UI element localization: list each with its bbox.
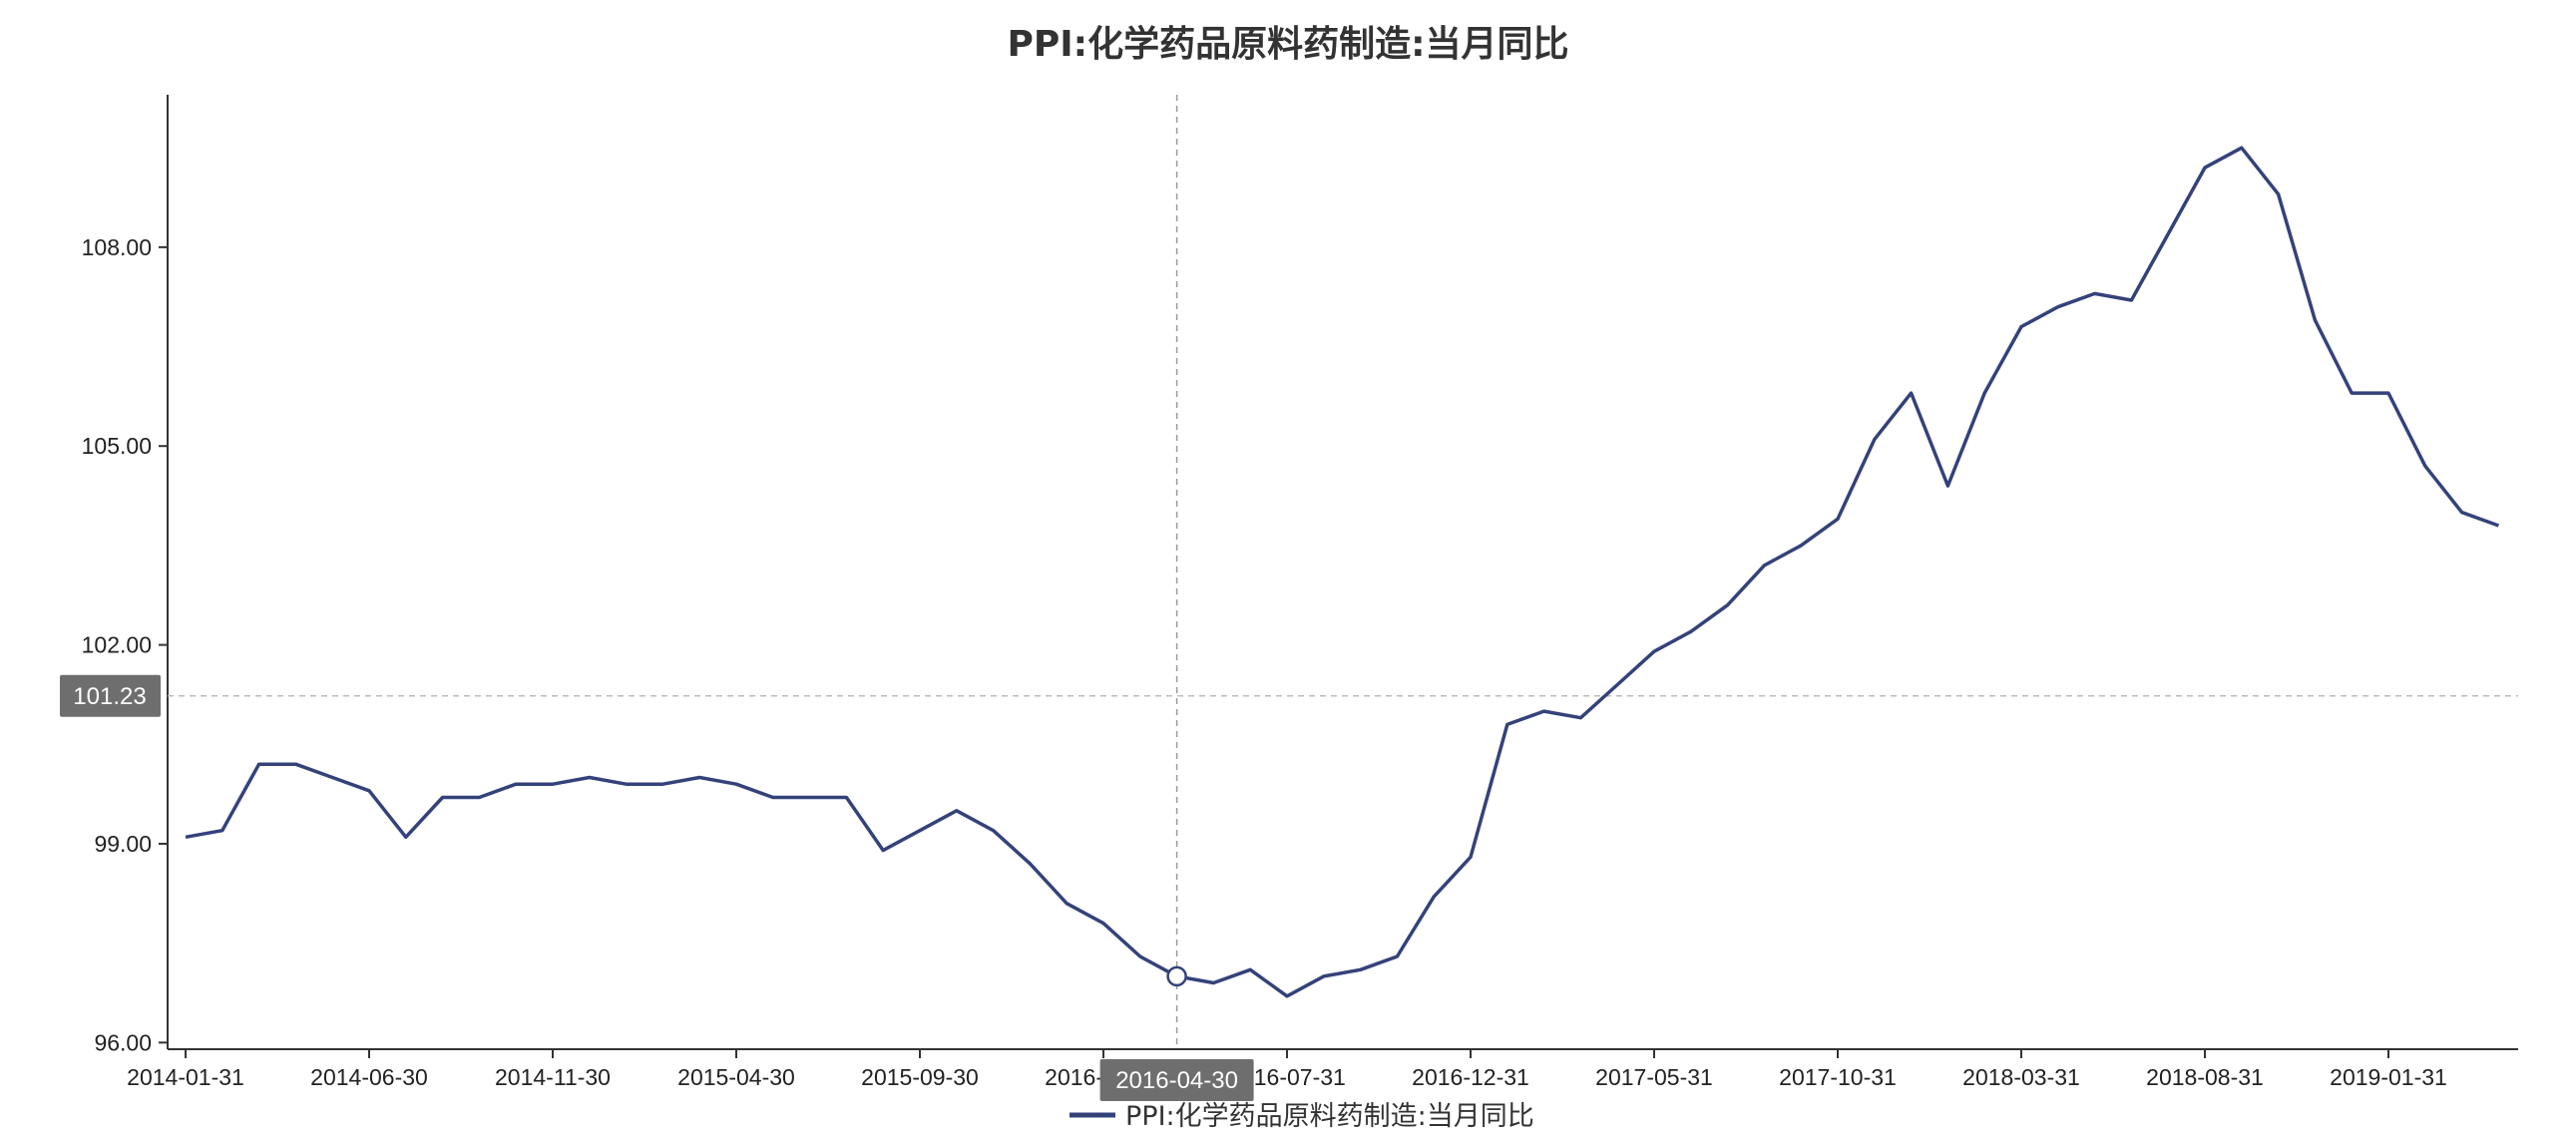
legend[interactable]: PPI:化学药品原料药制造:当月同比 <box>1070 1101 1534 1132</box>
x-tick-label: 2018-08-31 <box>2146 1064 2264 1090</box>
series-line[interactable] <box>185 146 2499 998</box>
y-tick-label: 96.00 <box>94 1029 152 1055</box>
x-tick-label: 2017-05-31 <box>1595 1064 1713 1090</box>
y-tick-label: 108.00 <box>82 234 152 260</box>
crosshair-lines <box>168 95 2518 1049</box>
x-tick-label: 2014-01-31 <box>127 1064 244 1090</box>
x-tick-label: 2017-10-31 <box>1779 1064 1897 1090</box>
chart-title: PPI:化学药品原料药制造:当月同比 <box>1008 23 1569 65</box>
legend-label: PPI:化学药品原料药制造:当月同比 <box>1125 1101 1534 1132</box>
x-tick-label: 2018-03-31 <box>1962 1064 2080 1090</box>
x-tick-label: 2014-06-30 <box>310 1064 428 1090</box>
axes: 96.00 99.00 102.00 105.00 108.00 2014-01-31 20… <box>82 95 2518 1090</box>
x-tick-label: 2015-09-30 <box>861 1064 979 1090</box>
x-tick-label: 2014-11-30 <box>495 1064 611 1090</box>
svg-text:101.23: 101.23 <box>73 683 146 710</box>
series-layer <box>185 146 2499 998</box>
crosshair-marks: 101.23 2016-04-30 <box>60 674 1254 1101</box>
x-tick-label: 2019-01-31 <box>2330 1064 2447 1090</box>
y-tick-label: 102.00 <box>82 632 152 658</box>
x-pointer-label: 2016-04-30 <box>1099 1059 1254 1101</box>
hover-point-marker[interactable] <box>1166 965 1187 987</box>
x-tick-label: 2016-12-31 <box>1412 1064 1529 1090</box>
y-tick-label: 99.00 <box>94 831 152 857</box>
svg-text:2016-04-30: 2016-04-30 <box>1115 1067 1238 1094</box>
y-tick-label: 105.00 <box>82 433 152 459</box>
x-tick-label: 2015-04-30 <box>677 1064 795 1090</box>
y-pointer-label: 101.23 <box>60 674 161 717</box>
